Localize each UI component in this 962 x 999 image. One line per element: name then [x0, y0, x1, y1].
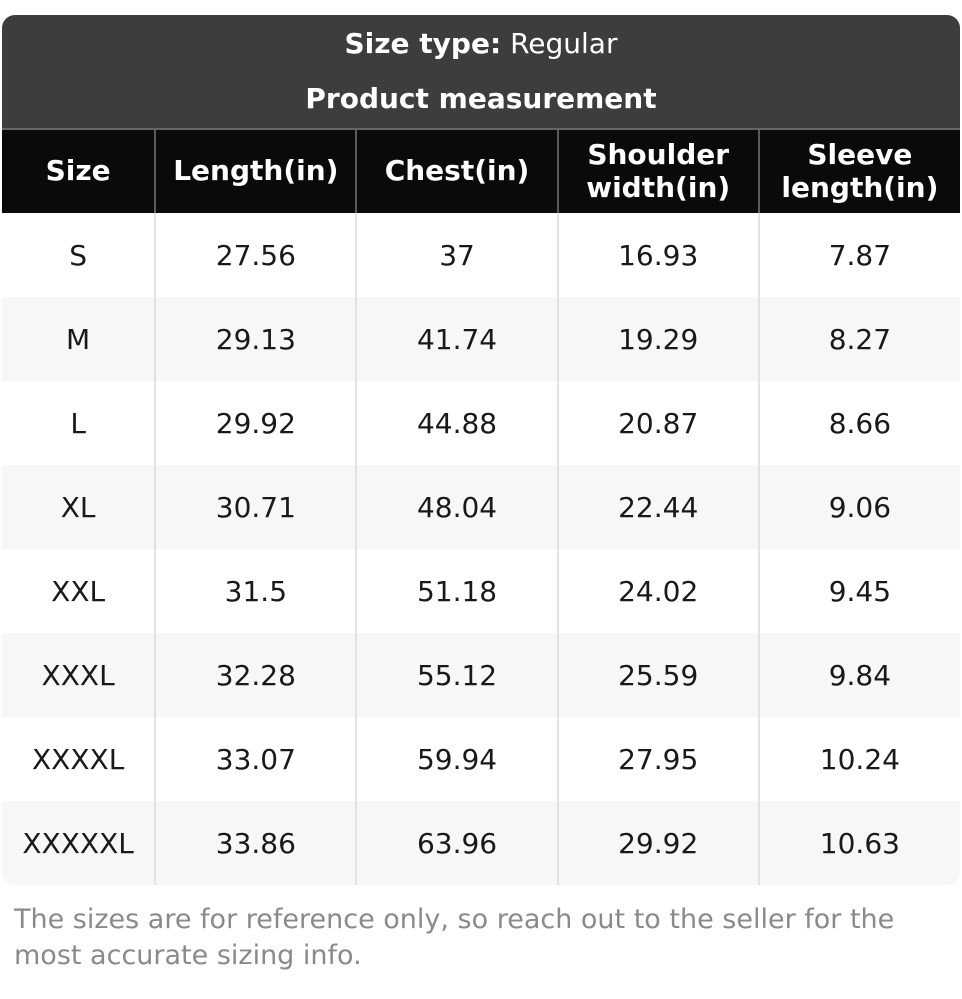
table-row-xxxxxl: XXXXXL 33.86 63.96 29.92 10.63	[2, 801, 960, 885]
cell-length: 33.86	[154, 801, 357, 885]
cell-size: XXXXL	[2, 717, 156, 801]
table-row-s: S 27.56 37 16.93 7.87	[2, 213, 960, 297]
cell-length: 29.13	[154, 297, 357, 381]
cell-chest: 55.12	[355, 633, 558, 717]
cell-sleeve: 10.63	[757, 801, 960, 885]
cell-size: XXXXXL	[2, 801, 156, 885]
cell-chest: 63.96	[355, 801, 558, 885]
col-header-size: Size	[2, 128, 156, 213]
cell-length: 31.5	[154, 549, 357, 633]
cell-sleeve: 8.27	[757, 297, 960, 381]
cell-chest: 59.94	[355, 717, 558, 801]
cell-size: M	[2, 297, 156, 381]
col-header-sleeve-length: Sleeve length(in)	[757, 128, 960, 213]
cell-chest: 37	[355, 213, 558, 297]
size-chart: Size type: Regular Product measurement S…	[2, 15, 960, 885]
cell-length: 29.92	[154, 381, 357, 465]
cell-sleeve: 7.87	[757, 213, 960, 297]
cell-shoulder: 27.95	[556, 717, 759, 801]
table-row-xxxxl: XXXXL 33.07 59.94 27.95 10.24	[2, 717, 960, 801]
cell-shoulder: 24.02	[556, 549, 759, 633]
table-row-xxxl: XXXL 32.28 55.12 25.59 9.84	[2, 633, 960, 717]
cell-chest: 44.88	[355, 381, 558, 465]
reference-note: The sizes are for reference only, so rea…	[14, 904, 895, 971]
cell-sleeve: 8.66	[757, 381, 960, 465]
table-row-xl: XL 30.71 48.04 22.44 9.06	[2, 465, 960, 549]
cell-sleeve: 10.24	[757, 717, 960, 801]
cell-length: 27.56	[154, 213, 357, 297]
size-type-line: Size type: Regular	[345, 30, 618, 58]
cell-shoulder: 16.93	[556, 213, 759, 297]
size-type-label: Size type:	[344, 27, 502, 60]
cell-length: 30.71	[154, 465, 357, 549]
cell-shoulder: 29.92	[556, 801, 759, 885]
cell-size: L	[2, 381, 156, 465]
cell-size: XL	[2, 465, 156, 549]
cell-shoulder: 20.87	[556, 381, 759, 465]
col-header-length: Length(in)	[154, 128, 357, 213]
table-row-m: M 29.13 41.74 19.29 8.27	[2, 297, 960, 381]
measurement-table-body: S 27.56 37 16.93 7.87 M 29.13 41.74 19.2…	[2, 213, 960, 885]
cell-length: 32.28	[154, 633, 357, 717]
cell-length: 33.07	[154, 717, 357, 801]
cell-sleeve: 9.06	[757, 465, 960, 549]
col-header-shoulder-width: Shoulder width(in)	[556, 128, 759, 213]
cell-shoulder: 25.59	[556, 633, 759, 717]
measurement-table: Size Length(in) Chest(in) Shoulder width…	[2, 128, 960, 885]
header-row: Size Length(in) Chest(in) Shoulder width…	[2, 128, 960, 213]
size-chart-banner: Size type: Regular Product measurement	[2, 15, 960, 128]
cell-chest: 51.18	[355, 549, 558, 633]
cell-sleeve: 9.45	[757, 549, 960, 633]
cell-shoulder: 19.29	[556, 297, 759, 381]
cell-size: XXL	[2, 549, 156, 633]
measurement-table-header: Size Length(in) Chest(in) Shoulder width…	[2, 128, 960, 213]
cell-chest: 41.74	[355, 297, 558, 381]
cell-shoulder: 22.44	[556, 465, 759, 549]
size-type-value: Regular	[510, 27, 618, 60]
col-header-chest: Chest(in)	[355, 128, 558, 213]
cell-sleeve: 9.84	[757, 633, 960, 717]
cell-size: S	[2, 213, 156, 297]
table-row-xxl: XXL 31.5 51.18 24.02 9.45	[2, 549, 960, 633]
product-measurement-title: Product measurement	[305, 82, 657, 115]
cell-size: XXXL	[2, 633, 156, 717]
cell-chest: 48.04	[355, 465, 558, 549]
table-row-l: L 29.92 44.88 20.87 8.66	[2, 381, 960, 465]
